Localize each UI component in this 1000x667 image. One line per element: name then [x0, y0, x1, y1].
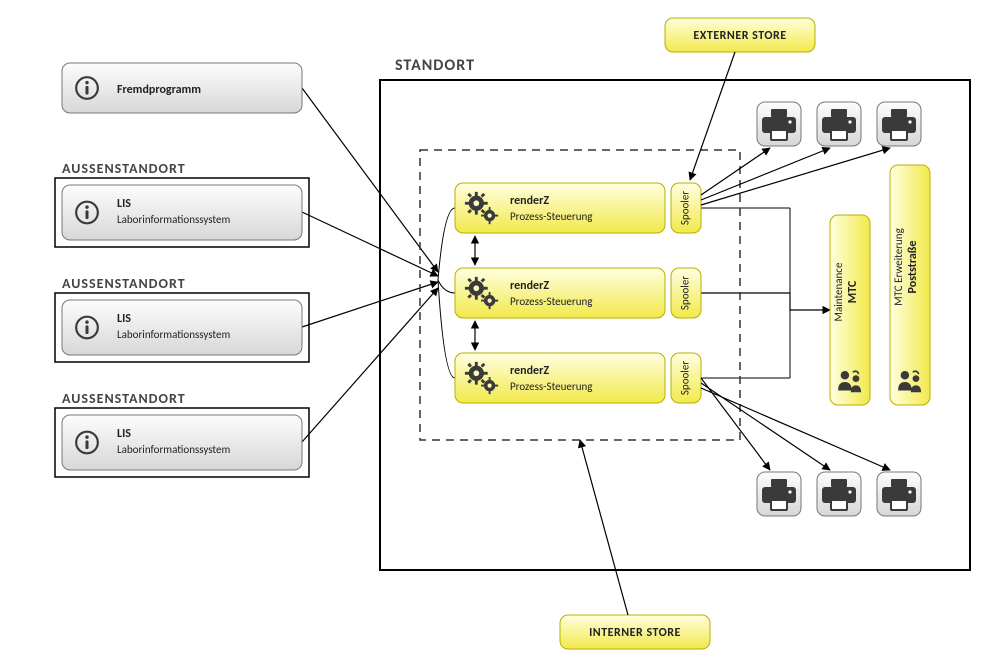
poststrasse-box-title: Poststraße	[906, 241, 920, 294]
arrow	[701, 378, 770, 470]
arrow	[701, 148, 830, 200]
printer-icon	[757, 102, 801, 146]
aussenstandort-header: AUSSENSTANDORT	[62, 160, 186, 177]
box-title: LIS	[117, 197, 131, 211]
renderz-box-1	[455, 268, 665, 318]
box-title: Fremdprogramm	[117, 83, 201, 97]
aussenstandort-header: AUSSENSTANDORT	[62, 275, 186, 292]
spooler-label: Spooler	[679, 276, 692, 310]
interner-store-label: INTERNER STORE	[589, 626, 681, 640]
box-sub: Laborinformationssystem	[117, 213, 230, 226]
renderz-sub: Prozess-Steuerung	[510, 380, 592, 393]
spooler-label: Spooler	[679, 361, 692, 395]
renderz-box-0	[455, 183, 665, 233]
hub-branch	[438, 280, 455, 378]
arrow	[701, 293, 830, 310]
standort-title: STANDORT	[395, 56, 475, 75]
architecture-diagram: STANDORT Fremdprogramm AUSSENSTANDORT LIS La…	[0, 0, 1000, 667]
printer-icon	[877, 102, 921, 146]
box-title: LIS	[117, 427, 131, 441]
externer-store-label: EXTERNER STORE	[693, 29, 786, 43]
mtc-box-sub: Maintenance	[832, 262, 845, 321]
printer-icon	[877, 472, 921, 516]
box-sub: Laborinformationssystem	[117, 328, 230, 341]
printer-icon	[757, 472, 801, 516]
arrow	[690, 52, 735, 180]
arrow	[302, 288, 438, 442]
renderz-title: renderZ	[510, 194, 549, 208]
poststrasse-box-sub: MTC Erweiterung	[892, 228, 905, 306]
hub-branch	[438, 280, 455, 293]
arrow	[580, 440, 628, 615]
arrow	[302, 282, 438, 327]
mtc-box-title: MTC	[846, 280, 860, 303]
arrow	[701, 148, 770, 195]
printer-icon	[817, 472, 861, 516]
box-sub: Laborinformationssystem	[117, 443, 230, 456]
box-title: LIS	[117, 312, 131, 326]
renderz-box-2	[455, 353, 665, 403]
renderz-title: renderZ	[510, 364, 549, 378]
renderz-sub: Prozess-Steuerung	[510, 210, 592, 223]
printer-icon	[817, 102, 861, 146]
spooler-label: Spooler	[679, 191, 692, 225]
arrow	[701, 148, 890, 205]
hub-branch	[438, 208, 455, 280]
aussenstandort-header: AUSSENSTANDORT	[62, 390, 186, 407]
renderz-title: renderZ	[510, 279, 549, 293]
renderz-sub: Prozess-Steuerung	[510, 295, 592, 308]
